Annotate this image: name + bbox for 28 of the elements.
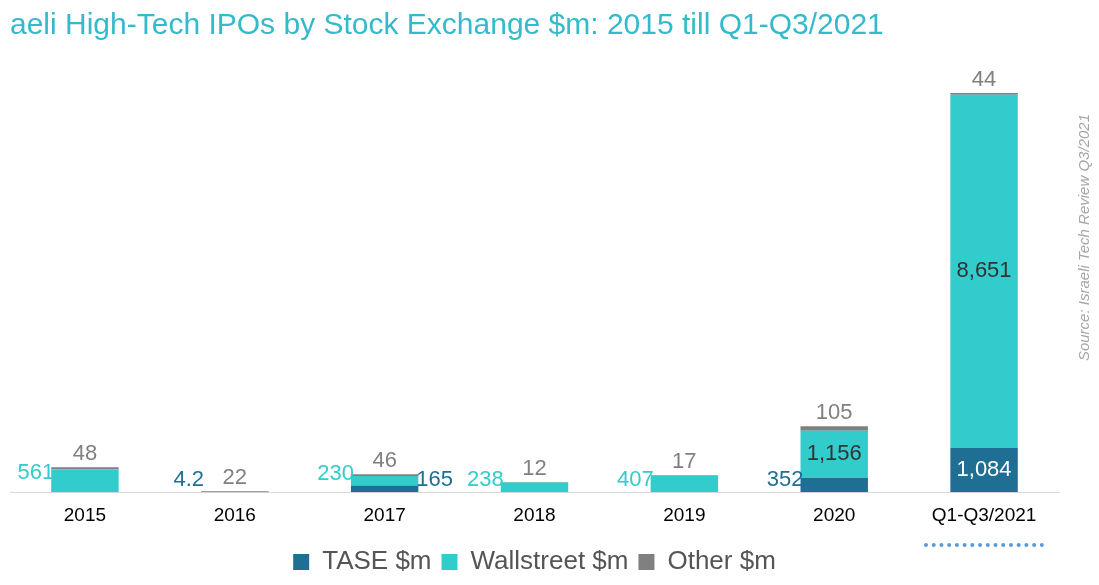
data-label: 1,084	[956, 456, 1012, 482]
data-label: 12	[522, 455, 547, 481]
x-tick-label: 2017	[363, 503, 406, 525]
data-label: 4.2	[173, 466, 205, 492]
legend-label: Other $m	[667, 545, 776, 576]
data-label: 22	[222, 464, 248, 490]
data-label: 407	[616, 465, 654, 491]
x-tick-label: 2015	[63, 503, 107, 525]
data-label: 105	[815, 399, 853, 425]
x-tick-label: 2018	[513, 503, 556, 525]
data-label: 238	[467, 466, 504, 492]
data-label: 48	[72, 440, 98, 466]
x-tick-label: 2019	[663, 503, 706, 525]
chart-title: aeli High-Tech IPOs by Stock Exchange $m: 2015 till Q1-Q3/2021	[10, 7, 884, 41]
legend-label: TASE $m	[322, 545, 432, 576]
data-label: 8,651	[956, 257, 1012, 283]
x-tick-label: 2016	[213, 503, 256, 525]
data-label: 17	[672, 447, 697, 473]
source-note: Source: Israeli Tech Review Q3/2021	[1075, 114, 1093, 362]
data-label: 165	[416, 466, 454, 492]
x-tick-label: 2020	[813, 503, 856, 525]
x-tick-label: Q1-Q3/2021	[931, 503, 1037, 525]
data-label: 46	[372, 447, 397, 473]
legend-label: Wallstreet $m	[470, 545, 629, 576]
data-label: 1,156	[806, 440, 862, 466]
data-label: 44	[971, 66, 997, 92]
data-label: 230	[317, 459, 354, 485]
data-label: 561	[17, 459, 55, 485]
